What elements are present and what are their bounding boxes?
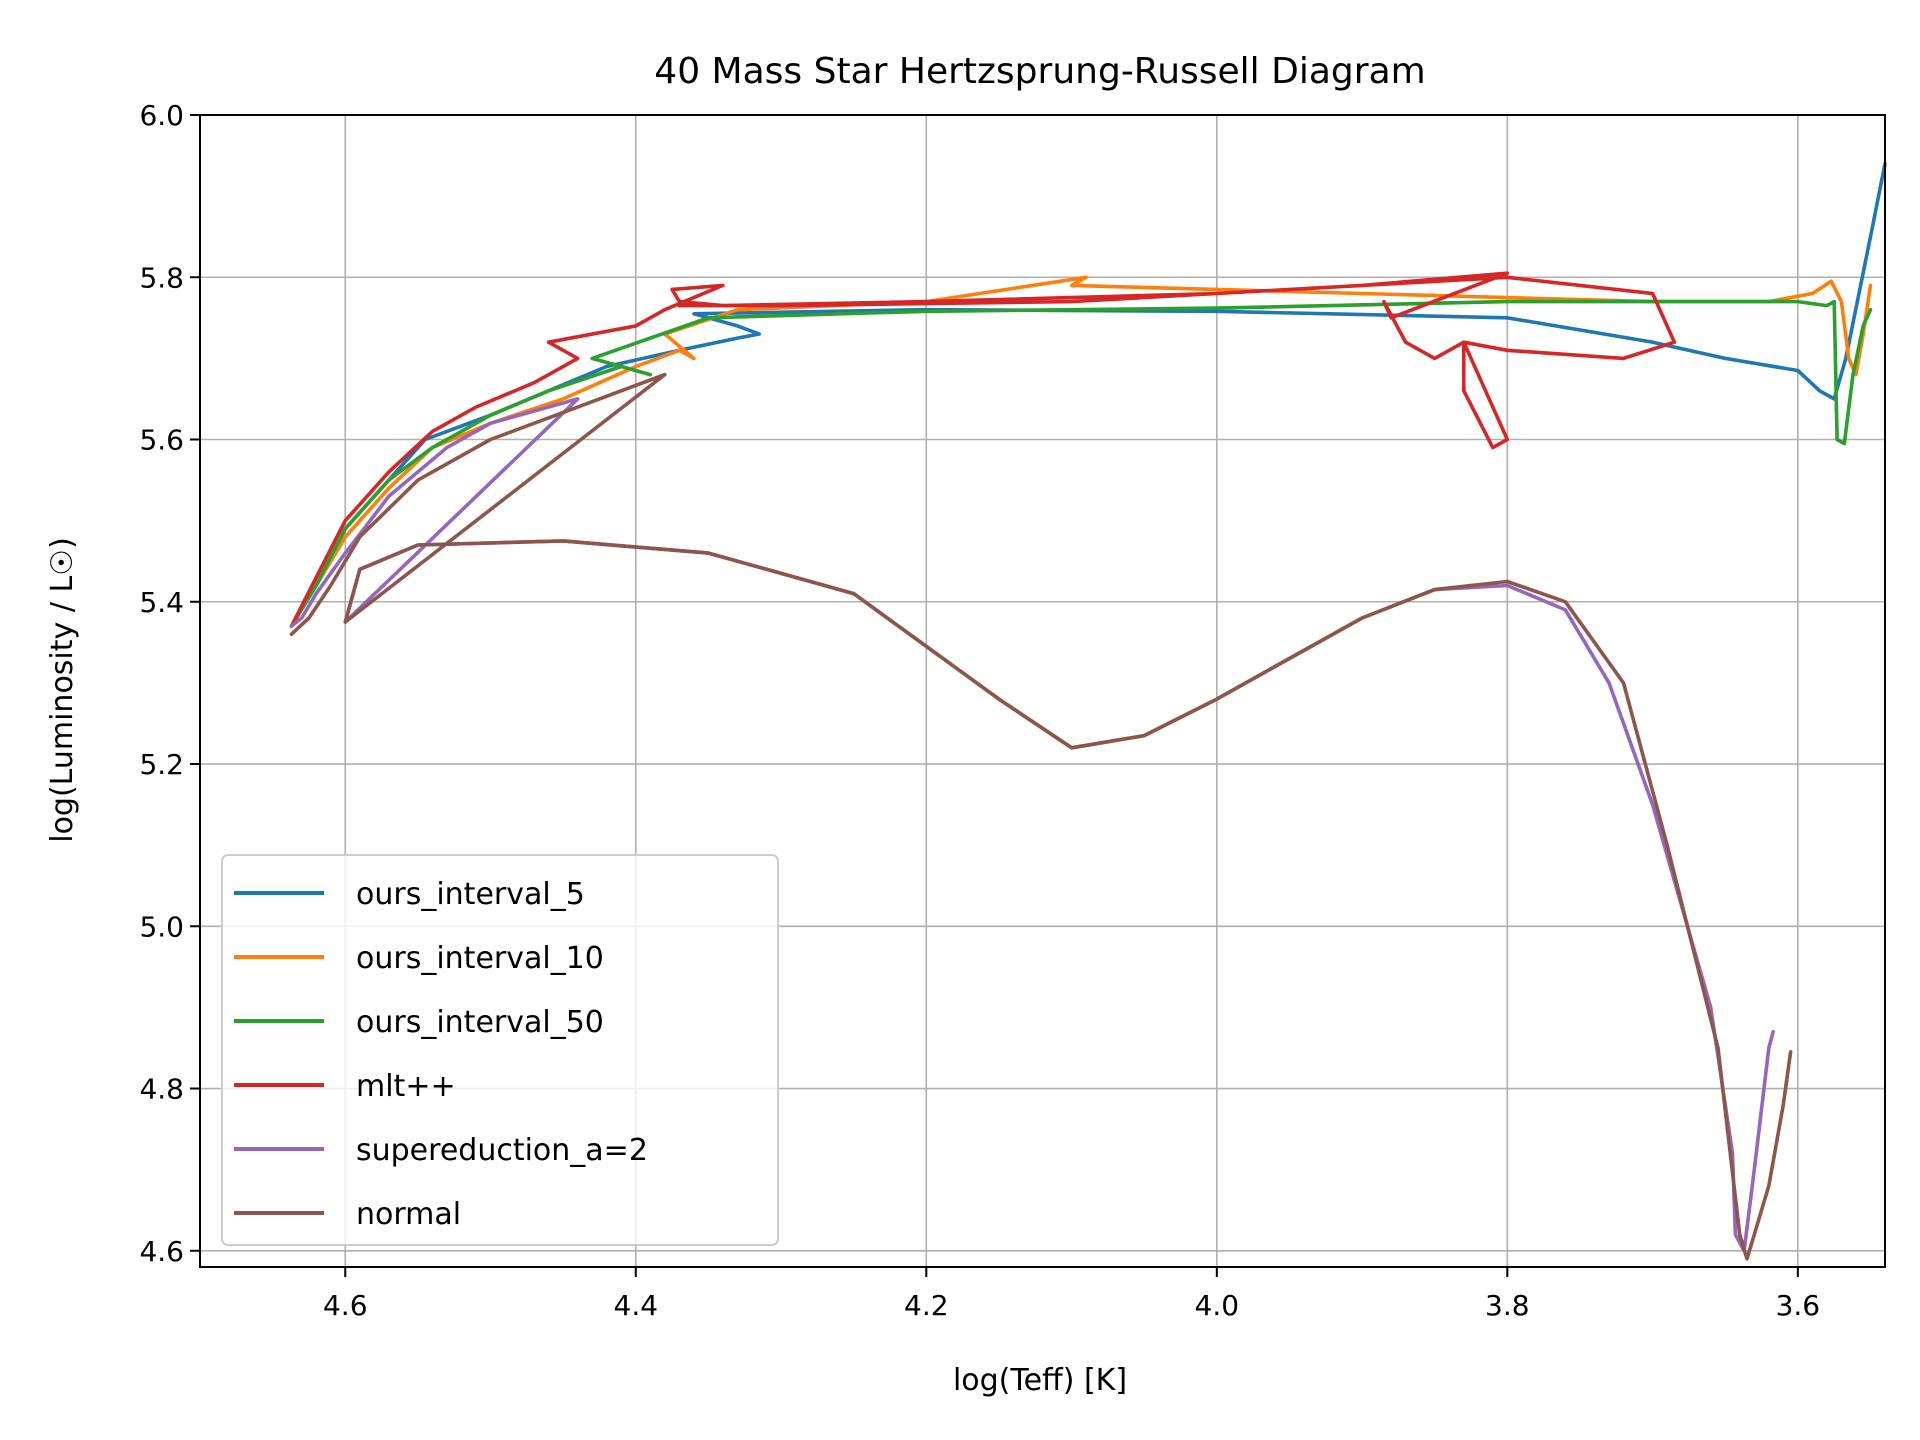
series-line-ours-interval-50 — [289, 299, 1873, 628]
series-line-normal — [289, 372, 1793, 1261]
x-axis-ticks: 4.6 4.4 4.2 4.0 3.8 3.6 — [323, 1267, 1820, 1322]
legend: ours_interval_5 ours_interval_10 ours_inte… — [221, 854, 779, 1246]
x-tick-label: 4.4 — [614, 1289, 659, 1322]
y-tick-label: 5.2 — [139, 748, 184, 781]
plot-frame — [199, 114, 1886, 1268]
chart-title: 40 Mass Star Hertzsprung-Russell Diagram — [654, 51, 1425, 92]
x-tick-label: 3.6 — [1776, 1289, 1821, 1322]
x-tick-label: 4.2 — [904, 1289, 949, 1322]
y-tick-label: 5.0 — [139, 910, 184, 943]
series-lines — [289, 161, 1887, 1261]
y-tick-label: 6.0 — [139, 99, 184, 132]
x-tick-label: 4.6 — [323, 1289, 368, 1322]
y-tick-label: 5.6 — [139, 424, 184, 457]
x-tick-label: 4.0 — [1195, 1289, 1240, 1322]
x-tick-label: 3.8 — [1485, 1289, 1530, 1322]
y-tick-label: 5.8 — [139, 261, 184, 294]
y-tick-label: 5.4 — [139, 586, 184, 619]
legend-label: ours_interval_5 — [356, 877, 585, 912]
y-tick-label: 4.6 — [139, 1235, 184, 1268]
legend-box — [221, 854, 779, 1246]
legend-label: supereduction_a=2 — [356, 1133, 648, 1168]
y-axis-ticks: 4.6 4.8 5.0 5.2 5.4 5.6 5.8 6.0 — [139, 99, 200, 1268]
y-axis-label: log(Luminosity / L☉) — [45, 537, 80, 843]
series-line-mlt- — [289, 271, 1677, 628]
x-axis-label: log(Teff) [K] — [953, 1363, 1127, 1398]
y-tick-label: 4.8 — [139, 1073, 184, 1106]
legend-label: ours_interval_50 — [356, 1005, 604, 1040]
legend-label: normal — [356, 1197, 461, 1232]
legend-label: mlt++ — [356, 1069, 456, 1104]
legend-label: ours_interval_10 — [356, 941, 604, 976]
